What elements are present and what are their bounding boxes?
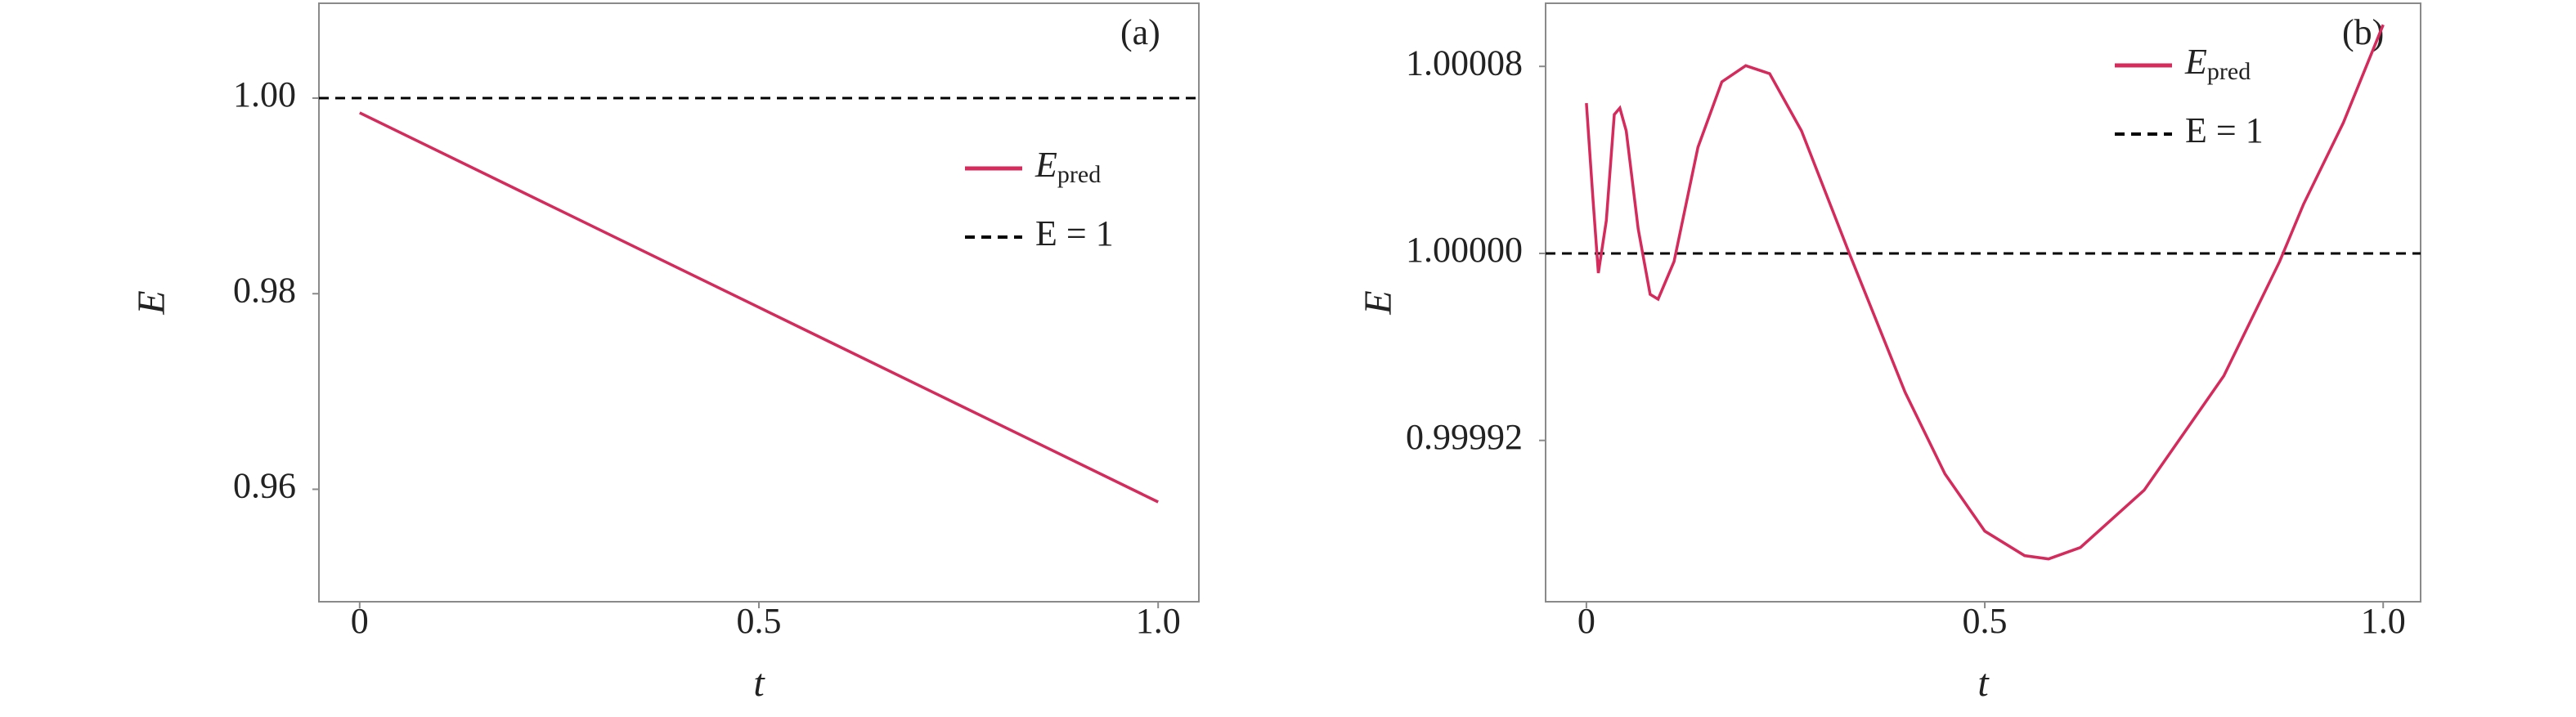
legend-label-sub: pred xyxy=(1057,161,1101,188)
legend-label-sub: pred xyxy=(2207,58,2251,85)
y-tick-label: 1.00008 xyxy=(1406,43,1523,83)
y-tick-label: 0.99992 xyxy=(1406,417,1523,457)
x-tick-label: 1.0 xyxy=(1136,601,1181,641)
data-line xyxy=(359,111,1159,504)
plot-frame xyxy=(1545,2,2421,603)
y-tick-label: 0.98 xyxy=(233,270,296,310)
x-axis-label: t xyxy=(753,661,765,705)
x-axis-label: t xyxy=(1977,661,1990,705)
y-tick-label: 1.00 xyxy=(233,74,296,114)
legend-label: Epred xyxy=(2184,42,2251,85)
y-axis-label: E xyxy=(130,290,173,315)
x-tick-label: 0 xyxy=(351,601,369,641)
y-axis-label: E xyxy=(1357,290,1400,315)
legend: Epred E = 1 xyxy=(2115,42,2264,150)
x-tick-label: 1.0 xyxy=(2361,601,2406,641)
y-tick-label: 0.96 xyxy=(233,466,296,506)
legend: Epred E = 1 xyxy=(965,145,1114,253)
panel-label: (a) xyxy=(1120,12,1160,52)
legend-label-main: E xyxy=(1034,145,1057,185)
x-tick-label: 0 xyxy=(1577,601,1595,641)
panel-label: (b) xyxy=(2342,12,2384,52)
legend-label-main: E xyxy=(2184,42,2207,82)
data-line xyxy=(1585,24,2385,561)
x-tick-label: 0.5 xyxy=(737,601,782,641)
x-tick-label: 0.5 xyxy=(1963,601,2008,641)
y-tick-label: 1.00000 xyxy=(1406,230,1523,270)
legend-label: E = 1 xyxy=(2185,110,2264,150)
legend-label: E = 1 xyxy=(1035,213,1114,253)
plot-frame xyxy=(318,2,1200,603)
legend-label: Epred xyxy=(1034,145,1101,188)
